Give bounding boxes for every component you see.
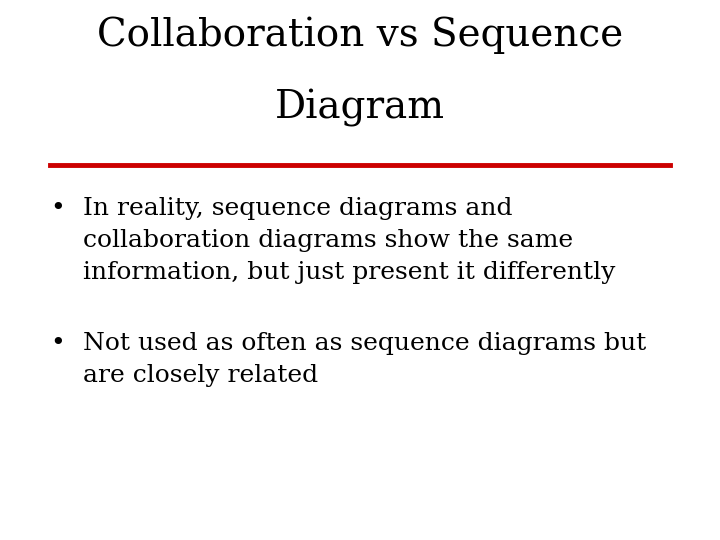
Text: •: • xyxy=(50,197,65,220)
Text: Collaboration vs Sequence: Collaboration vs Sequence xyxy=(97,16,623,53)
Text: •: • xyxy=(50,332,65,355)
Text: Not used as often as sequence diagrams but
are closely related: Not used as often as sequence diagrams b… xyxy=(83,332,646,387)
Text: Diagram: Diagram xyxy=(275,89,445,127)
Text: In reality, sequence diagrams and
collaboration diagrams show the same
informati: In reality, sequence diagrams and collab… xyxy=(83,197,615,284)
